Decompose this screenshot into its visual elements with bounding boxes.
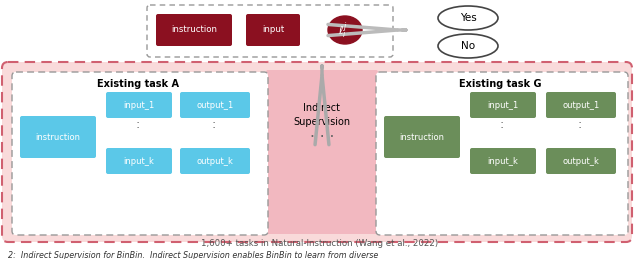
Text: output_1: output_1 [563,100,600,110]
Text: instruction: instruction [35,133,81,141]
Text: input_k: input_k [488,156,518,166]
Text: Existing task A: Existing task A [97,79,179,89]
Text: Yes: Yes [460,13,476,23]
Text: $\ell_i^j$: $\ell_i^j$ [338,21,348,41]
FancyBboxPatch shape [147,5,393,57]
FancyBboxPatch shape [384,116,460,158]
FancyBboxPatch shape [376,72,628,235]
Text: 2:  Indirect Supervision for BinBin.  Indirect Supervision enables BinBin to lea: 2: Indirect Supervision for BinBin. Indi… [8,250,378,259]
FancyBboxPatch shape [106,92,172,118]
FancyBboxPatch shape [180,92,250,118]
FancyBboxPatch shape [246,14,300,46]
FancyBboxPatch shape [106,148,172,174]
Text: input_1: input_1 [124,100,155,110]
Text: :: : [136,118,140,131]
FancyBboxPatch shape [470,148,536,174]
FancyBboxPatch shape [470,92,536,118]
FancyBboxPatch shape [546,92,616,118]
Text: :: : [578,118,582,131]
Text: output_1: output_1 [196,100,234,110]
Ellipse shape [438,34,498,58]
Text: instruction: instruction [399,133,445,141]
FancyBboxPatch shape [546,148,616,174]
Text: input: input [262,25,284,34]
Text: input_1: input_1 [488,100,518,110]
Text: output_k: output_k [196,156,234,166]
Text: output_k: output_k [563,156,600,166]
FancyBboxPatch shape [12,72,268,235]
FancyBboxPatch shape [2,62,632,242]
FancyBboxPatch shape [156,14,232,46]
Text: :: : [500,118,504,131]
Text: 1,600+ tasks in Natural-Instruction (Wang et al., 2022): 1,600+ tasks in Natural-Instruction (Wan… [202,240,438,248]
Text: instruction: instruction [171,25,217,34]
Text: Indirect
Supervision: Indirect Supervision [293,103,351,127]
Ellipse shape [328,16,362,44]
Text: Existing task G: Existing task G [459,79,541,89]
FancyBboxPatch shape [20,116,96,158]
FancyBboxPatch shape [180,148,250,174]
Text: · · ·: · · · [310,130,334,145]
Text: input_k: input_k [124,156,154,166]
FancyBboxPatch shape [266,70,378,234]
Ellipse shape [438,6,498,30]
Text: No: No [461,41,475,51]
Text: :: : [212,118,216,131]
